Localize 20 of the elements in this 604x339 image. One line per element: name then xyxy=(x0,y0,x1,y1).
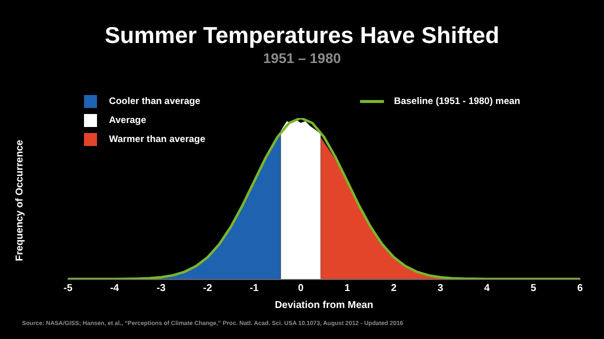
x-tick-label: 5 xyxy=(530,282,537,294)
y-axis-title: Frequency of Occurrence xyxy=(14,138,26,264)
chart-title: Summer Temperatures Have Shifted xyxy=(104,22,500,49)
x-tick-label: 6 xyxy=(577,282,584,294)
x-tick-label: 2 xyxy=(391,282,398,294)
x-tick-label: 0 xyxy=(298,282,304,294)
x-tick-label: -2 xyxy=(203,282,213,294)
chart-subtitle: 1951 – 1980 xyxy=(262,50,342,66)
legend-label: Average xyxy=(109,115,146,126)
x-tick-label: 1 xyxy=(344,282,350,294)
legend-label: Warmer than average xyxy=(109,134,206,145)
x-tick-label: -5 xyxy=(64,282,73,294)
x-tick-label: -4 xyxy=(110,282,120,294)
legend-label: Baseline (1951 - 1980) mean xyxy=(394,96,520,107)
x-tick-label: 4 xyxy=(484,282,490,294)
legend-label: Cooler than average xyxy=(109,96,200,107)
x-tick-label: -1 xyxy=(250,282,260,294)
x-tick-label: 3 xyxy=(438,282,444,294)
x-axis-title: Deviation from Mean xyxy=(274,300,374,311)
x-tick-label: -3 xyxy=(156,282,166,294)
